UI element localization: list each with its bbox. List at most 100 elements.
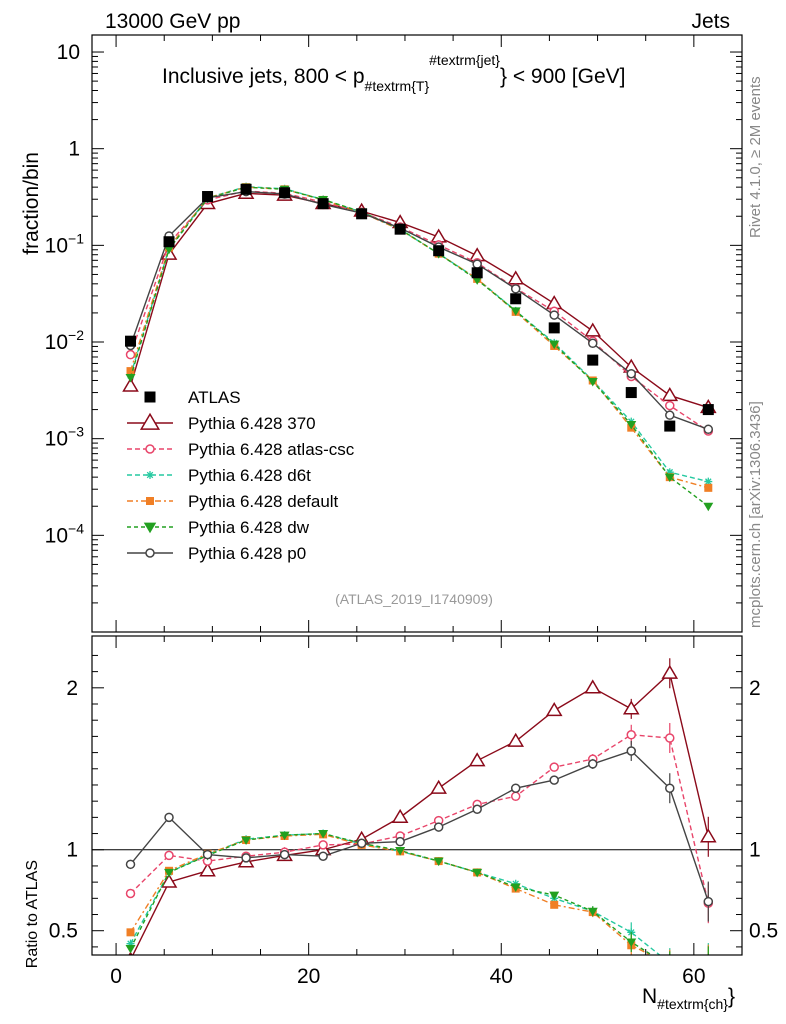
x-tick-label: 40 xyxy=(490,965,513,988)
series-point-pythia-6428-d6t xyxy=(704,477,713,486)
ratio-point-pythia-6428-370 xyxy=(507,732,525,747)
series-point-pythia-6428-dw xyxy=(125,373,136,383)
series-point-pythia-6428-dw xyxy=(626,421,637,430)
ratio-point-pythia-6428-370 xyxy=(468,752,486,767)
ratio-tick-label-right: 2 xyxy=(749,677,761,700)
legend-label: Pythia 6.428 default xyxy=(188,492,339,511)
series-line-pythia-6428-p0 xyxy=(129,190,709,430)
ratio-point-pythia-6428-370 xyxy=(391,808,409,824)
ratio-line-pythia-6428-default xyxy=(129,833,653,955)
series-point-pythia-6428-dw xyxy=(664,473,675,483)
legend-label: Pythia 6.428 atlas-csc xyxy=(188,440,355,459)
ratio-point-pythia-6428-dw xyxy=(318,830,329,839)
ratio-tick-label-left: 0.5 xyxy=(49,920,78,943)
ratio-point-pythia-6428-370 xyxy=(584,679,602,694)
ratio-point-pythia-6428-dw xyxy=(241,836,252,846)
series-point-pythia-6428-atlas-csc xyxy=(125,349,136,360)
atlas-data-point xyxy=(202,191,214,203)
ratio-point-pythia-6428-dw xyxy=(510,883,521,892)
ratio-tick-label-right: 0.5 xyxy=(749,920,778,943)
ratio-point-pythia-6428-atlas-csc xyxy=(318,840,328,850)
main-frame xyxy=(91,34,743,633)
legend-label: Pythia 6.428 p0 xyxy=(188,544,306,563)
legend-label: Pythia 6.428 370 xyxy=(188,414,316,433)
ratio-point-pythia-6428-dw xyxy=(472,868,483,878)
ratio-point-pythia-6428-p0 xyxy=(125,859,136,870)
ratio-line-pythia-6428-370 xyxy=(132,671,709,955)
atlas-data-point xyxy=(163,236,175,248)
series-point-pythia-6428-370 xyxy=(507,270,525,285)
series-point-pythia-6428-370 xyxy=(430,228,447,243)
legend-label: Pythia 6.428 dw xyxy=(188,518,310,537)
ratio-point-pythia-6428-p0 xyxy=(241,853,251,863)
y-axis-label: fraction/bin xyxy=(20,152,43,255)
ratio-line-pythia-6428-d6t xyxy=(129,832,661,955)
legend-marker xyxy=(146,497,154,505)
atlas-data-point xyxy=(510,293,522,305)
ratio-point-pythia-6428-dw xyxy=(164,868,175,878)
legend-marker xyxy=(144,391,156,403)
ratio-point-pythia-6428-p0 xyxy=(626,746,637,756)
ratio-plot xyxy=(92,658,742,972)
ratio-point-pythia-6428-370 xyxy=(622,700,640,715)
legend-label: ATLAS xyxy=(188,388,241,407)
y-tick-label: 10 xyxy=(57,41,80,64)
series-point-pythia-6428-default xyxy=(704,483,713,492)
ratio-tick-label-left: 1 xyxy=(66,839,78,862)
atlas-data-point xyxy=(317,198,329,210)
rivet-label: Rivet 4.1.0, ≥ 2M events xyxy=(747,76,764,238)
y-tick-label: 10−2 xyxy=(45,327,85,354)
ratio-point-pythia-6428-d6t xyxy=(126,939,135,948)
ratio-point-pythia-6428-dw xyxy=(125,945,136,954)
ratio-point-pythia-6428-370 xyxy=(430,779,447,794)
ratio-frame xyxy=(91,635,743,956)
y-tick-label: 10−4 xyxy=(45,520,85,547)
series-point-pythia-6428-dw xyxy=(587,378,598,387)
series-point-pythia-6428-p0 xyxy=(510,284,521,294)
ratio-line-pythia-6428-atlas-csc xyxy=(130,734,709,904)
series-point-pythia-6428-d6t xyxy=(665,468,674,477)
legend-marker xyxy=(145,444,155,454)
legend-label: Pythia 6.428 d6t xyxy=(188,466,311,485)
ratio-point-pythia-6428-370 xyxy=(160,873,178,888)
y-tick-label: 1 xyxy=(68,138,80,161)
collision-label: 13000 GeV pp xyxy=(105,10,240,33)
ratio-tick-label-right: 1 xyxy=(749,839,761,862)
series-point-pythia-6428-p0 xyxy=(472,259,482,269)
x-tick-label: 60 xyxy=(682,965,705,988)
legend: ATLAS Pythia 6.428 370 Pythia 6.428 atlas-… xyxy=(127,388,355,563)
atlas-data-point xyxy=(702,404,714,416)
ratio-point-pythia-6428-p0 xyxy=(433,822,444,832)
series-point-pythia-6428-default xyxy=(126,367,135,376)
ratio-line-pythia-6428-dw xyxy=(129,832,654,955)
atlas-data-point xyxy=(433,245,445,257)
ratio-point-pythia-6428-370 xyxy=(199,862,216,877)
ratio-point-pythia-6428-dw xyxy=(395,847,406,856)
mcplots-label: mcplots.cern.ch [arXiv:1306.3436] xyxy=(747,401,764,628)
ratio-axis-label: Ratio to ATLAS xyxy=(24,860,41,968)
ratio-point-pythia-6428-p0 xyxy=(665,783,675,793)
series-point-pythia-6428-dw xyxy=(703,502,714,512)
ratio-point-pythia-6428-default xyxy=(666,961,674,969)
ratio-point-pythia-6428-atlas-csc xyxy=(549,762,559,772)
series-line-pythia-6428-dw xyxy=(129,186,709,507)
ratio-point-pythia-6428-dw xyxy=(665,963,675,972)
legend-marker xyxy=(145,548,155,558)
ratio-point-pythia-6428-p0 xyxy=(510,783,521,793)
ratio-point-pythia-6428-p0 xyxy=(318,851,328,861)
legend-marker xyxy=(146,471,154,479)
series-point-pythia-6428-dw xyxy=(472,276,483,285)
ratio-point-pythia-6428-p0 xyxy=(587,759,598,769)
series-point-pythia-6428-atlas-csc xyxy=(665,400,675,411)
x-tick-label: 20 xyxy=(297,965,320,988)
ratio-line-pythia-6428-p0 xyxy=(129,750,709,902)
ratio-point-pythia-6428-p0 xyxy=(395,836,405,847)
series-point-pythia-6428-370 xyxy=(584,322,602,337)
atlas-data-point xyxy=(279,187,291,199)
ratio-point-pythia-6428-default xyxy=(550,900,559,909)
ratio-point-pythia-6428-370 xyxy=(661,664,679,679)
plot-frames: 0 20 40 60 10 1 10−1 10−2 10−3 10−4 0.5 0.5 1 1 2 2 xyxy=(45,34,778,988)
ratio-point-pythia-6428-p0 xyxy=(703,896,714,907)
ratio-point-pythia-6428-p0 xyxy=(356,838,367,849)
analysis-watermark: (ATLAS_2019_I1740909) xyxy=(335,591,493,607)
